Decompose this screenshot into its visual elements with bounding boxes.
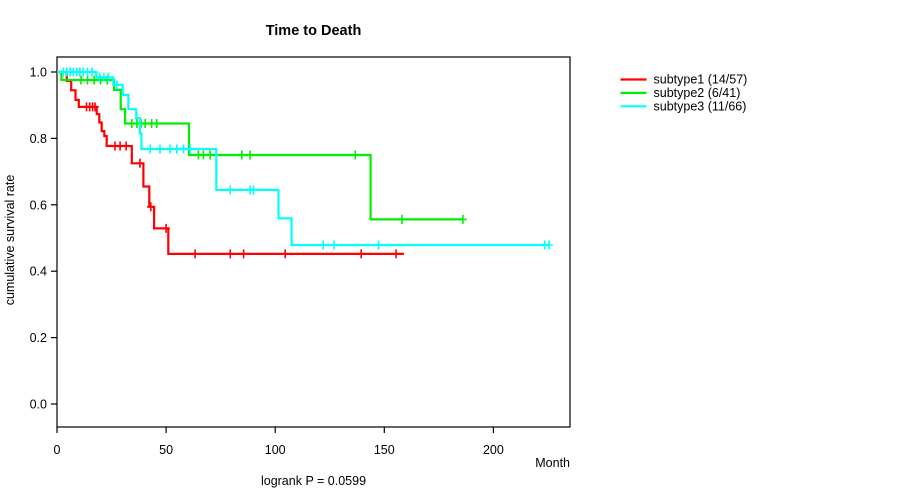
x-tick-label: 0 [54,443,61,457]
y-tick-label: 0.4 [30,265,47,279]
y-tick-label: 0.0 [30,398,47,412]
censor-marks-subtype1 [82,102,400,259]
x-tick-label: 50 [159,443,173,457]
legend: subtype1 (14/57)subtype2 (6/41)subtype3 … [620,73,748,114]
censor-marks-subtype2 [77,75,467,224]
survival-curve-subtype3 [57,70,551,247]
survival-curves-layer [57,67,553,259]
censor-marks-subtype3 [59,67,553,250]
survival-curve-subtype2 [57,70,464,221]
axis-ticks-layer: 0 50 100 150 200 0.0 0.2 0.4 0.6 0.8 1.0 [30,66,504,458]
y-tick-label: 0.2 [30,331,47,345]
legend-label: subtype2 (6/41) [654,86,741,100]
x-axis-label: Month [535,456,570,470]
y-tick-label: 1.0 [30,66,47,80]
survival-curve-subtype1 [57,70,404,255]
y-axis-label: cumulative survival rate [3,175,17,306]
chart-title: Time to Death [266,23,362,39]
x-tick-label: 100 [265,443,286,457]
y-tick-label: 0.8 [30,132,47,146]
y-tick-label: 0.6 [30,198,47,212]
x-tick-label: 150 [374,443,395,457]
logrank-p-annotation: logrank P = 0.0599 [261,474,366,488]
legend-label: subtype3 (11/66) [654,100,747,114]
legend-label: subtype1 (14/57) [654,73,748,87]
x-tick-label: 200 [483,443,504,457]
plot-box [56,56,571,428]
